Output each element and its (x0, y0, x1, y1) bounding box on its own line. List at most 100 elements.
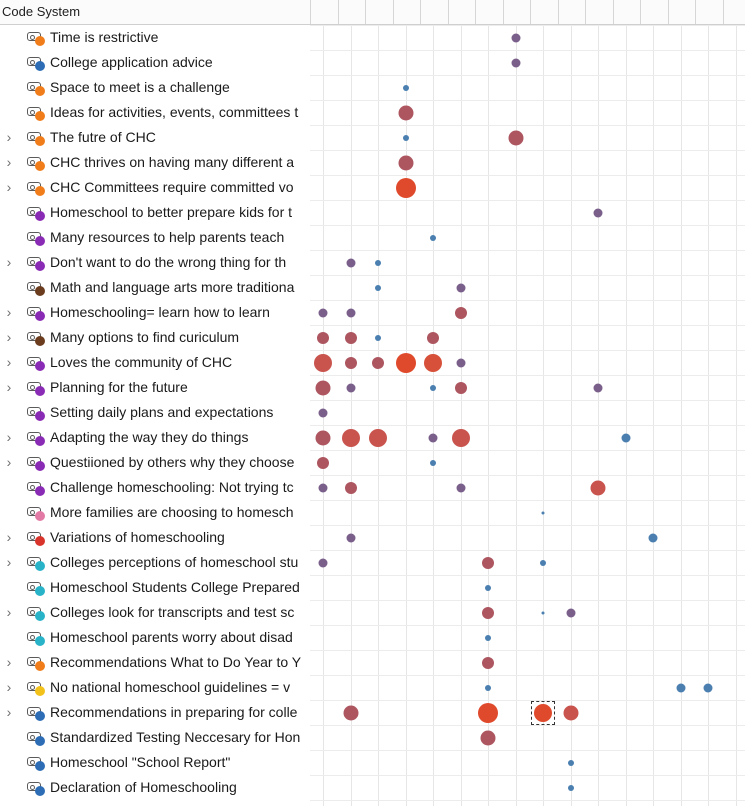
chevron-right-icon[interactable]: › (6, 529, 12, 545)
chevron-right-icon[interactable]: › (6, 654, 12, 670)
chevron-right-icon[interactable]: › (6, 254, 12, 270)
matrix-bubble[interactable] (341, 428, 360, 447)
matrix-bubble[interactable] (344, 481, 357, 494)
matrix-bubble[interactable] (456, 283, 465, 292)
matrix-bubble[interactable] (314, 353, 332, 372)
matrix-bubble[interactable] (346, 308, 355, 317)
code-row[interactable]: › Colleges look for transcripts and test … (0, 600, 310, 625)
matrix-bubble[interactable] (427, 331, 439, 344)
code-row[interactable]: Ideas for activities, events, committees… (0, 100, 310, 125)
matrix-bubble[interactable] (566, 608, 575, 617)
code-row[interactable]: College application advice (0, 50, 310, 75)
matrix-bubble[interactable] (344, 331, 357, 344)
chevron-right-icon[interactable]: › (6, 379, 12, 395)
code-row[interactable]: › Questiioned by others why they choose (0, 450, 310, 475)
code-row[interactable]: Space to meet is a challenge (0, 75, 310, 100)
column-header-cell[interactable] (667, 0, 696, 24)
matrix-bubble[interactable] (676, 683, 685, 692)
code-row[interactable]: › CHC Committees require committed vo (0, 175, 310, 200)
matrix-bubble[interactable] (317, 331, 329, 344)
chevron-right-icon[interactable]: › (6, 304, 12, 320)
matrix-bubble[interactable] (375, 334, 381, 341)
matrix-bubble[interactable] (318, 483, 328, 492)
matrix-bubble[interactable] (395, 177, 416, 198)
matrix-bubble[interactable] (703, 683, 713, 692)
matrix-bubble[interactable] (430, 234, 436, 241)
matrix-bubble[interactable] (593, 208, 603, 217)
code-row[interactable]: › Don't want to do the wrong thing for th (0, 250, 310, 275)
matrix-bubble[interactable] (485, 634, 491, 641)
code-row[interactable]: Homeschool parents worry about disad (0, 625, 310, 650)
code-row[interactable]: › Many options to find curiculum (0, 325, 310, 350)
column-header-cell[interactable] (612, 0, 641, 24)
chevron-right-icon[interactable]: › (6, 454, 12, 470)
code-row[interactable]: › Homeschooling= learn how to learn (0, 300, 310, 325)
column-header-cell[interactable] (585, 0, 613, 24)
matrix-bubble[interactable] (567, 784, 574, 791)
column-header-cell[interactable] (337, 0, 366, 24)
matrix-bubble[interactable] (398, 155, 413, 170)
column-header-cell[interactable] (365, 0, 393, 24)
code-row[interactable]: Homeschool Students College Prepared (0, 575, 310, 600)
chevron-right-icon[interactable]: › (6, 429, 12, 445)
matrix-bubble[interactable] (346, 533, 355, 542)
matrix-bubble[interactable] (508, 130, 523, 145)
matrix-bubble[interactable] (395, 352, 416, 373)
column-header-cell[interactable] (557, 0, 586, 24)
matrix-bubble[interactable] (346, 258, 355, 267)
chevron-right-icon[interactable]: › (6, 704, 12, 720)
matrix-bubble[interactable] (430, 384, 436, 391)
code-row[interactable]: Homeschool to better prepare kids for t (0, 200, 310, 225)
column-header-cell[interactable] (640, 0, 668, 24)
code-row[interactable]: › Recommendations What to Do Year to Y (0, 650, 310, 675)
matrix-bubble[interactable] (534, 703, 552, 722)
chevron-right-icon[interactable]: › (6, 154, 12, 170)
code-row[interactable]: › CHC thrives on having many different a (0, 150, 310, 175)
matrix-bubble[interactable] (482, 606, 494, 619)
matrix-bubble[interactable] (315, 430, 331, 445)
chevron-right-icon[interactable]: › (6, 354, 12, 370)
code-row[interactable]: › Variations of homeschooling (0, 525, 310, 550)
matrix-bubble[interactable] (567, 759, 574, 766)
matrix-bubble[interactable] (375, 284, 381, 291)
matrix-bubble[interactable] (480, 730, 496, 745)
matrix-bubble[interactable] (456, 483, 465, 492)
code-row[interactable]: Many resources to help parents teach (0, 225, 310, 250)
chevron-right-icon[interactable]: › (6, 604, 12, 620)
matrix-bubble[interactable] (482, 656, 494, 669)
matrix-bubble[interactable] (402, 134, 409, 141)
matrix-bubble[interactable] (485, 584, 491, 591)
matrix-bubble[interactable] (315, 380, 331, 395)
code-row[interactable]: Declaration of Homeschooling (0, 775, 310, 800)
column-header-cell[interactable] (475, 0, 503, 24)
code-row[interactable]: › No national homeschool guidelines = v (0, 675, 310, 700)
column-header-cell[interactable] (530, 0, 558, 24)
code-row[interactable]: › Colleges perceptions of homeschool stu (0, 550, 310, 575)
matrix-bubble[interactable] (428, 433, 438, 442)
code-row[interactable]: Homeschool "School Report" (0, 750, 310, 775)
chevron-right-icon[interactable]: › (6, 179, 12, 195)
code-row[interactable]: › Recommendations in preparing for colle (0, 700, 310, 725)
matrix-bubble[interactable] (541, 611, 545, 614)
chevron-right-icon[interactable]: › (6, 329, 12, 345)
matrix-bubble[interactable] (372, 356, 384, 369)
matrix-bubble[interactable] (344, 356, 357, 369)
matrix-bubble[interactable] (318, 408, 328, 417)
column-header-cell[interactable] (392, 0, 421, 24)
matrix-bubble[interactable] (346, 383, 355, 392)
matrix-bubble[interactable] (424, 353, 442, 372)
column-header-cell[interactable] (447, 0, 476, 24)
column-header-cell[interactable] (310, 0, 338, 24)
matrix-bubble[interactable] (482, 556, 494, 569)
code-row[interactable]: › Planning for the future (0, 375, 310, 400)
code-row[interactable]: › The futre of CHC (0, 125, 310, 150)
code-row[interactable]: Time is restrictive (0, 25, 310, 50)
matrix-bubble[interactable] (511, 58, 520, 67)
matrix-bubble[interactable] (375, 259, 381, 266)
chevron-right-icon[interactable]: › (6, 129, 12, 145)
code-row[interactable]: Standardized Testing Neccesary for Hon (0, 725, 310, 750)
matrix-bubble[interactable] (648, 533, 658, 542)
matrix-bubble[interactable] (621, 433, 630, 442)
column-header-cell[interactable] (502, 0, 531, 24)
code-row[interactable]: › Adapting the way they do things (0, 425, 310, 450)
